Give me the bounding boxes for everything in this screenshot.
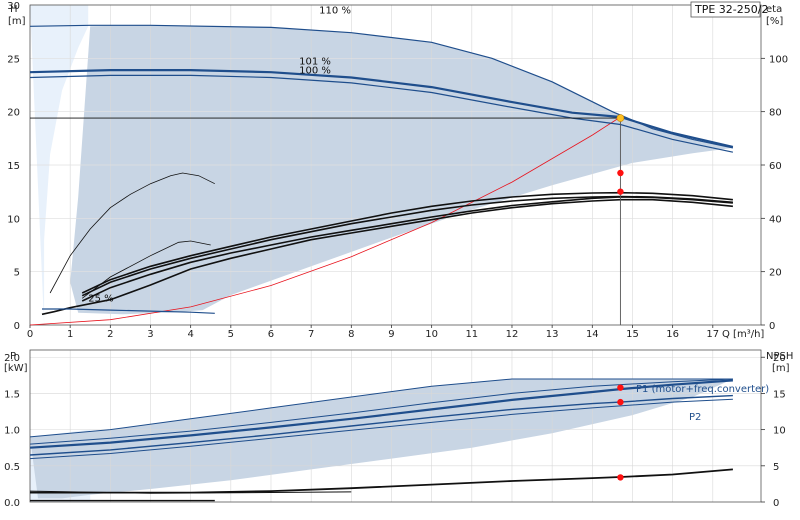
tick-left-0: 0 (14, 321, 20, 332)
tick-p-0.5: 0.5 (4, 462, 20, 473)
model-box (690, 1, 761, 18)
eta-duty-marker-0 (617, 169, 624, 177)
tick-left-10: 10 (7, 214, 20, 225)
curve-label-1: 101 % (299, 57, 331, 68)
area-operating (70, 25, 733, 315)
tick-x-17: 17 (706, 329, 719, 340)
bottom-curve-NPSH (30, 468, 733, 494)
tick-left-15: 15 (7, 161, 20, 172)
head-curve-operating-speed-head (29, 68, 734, 148)
tick-right-80: 80 (769, 108, 782, 119)
axis-name-p: P (10, 351, 16, 362)
tick-left-25: 25 (7, 54, 20, 65)
tick-right-60: 60 (769, 161, 782, 172)
tick-x-16: 16 (666, 329, 679, 340)
head-curve-nominal-head (29, 74, 734, 153)
axis-unit-eta: [%] (766, 16, 783, 27)
head-efficiency-panel: 110 %101 %100 %25 %051015202530020406080… (7, 1, 788, 340)
tick-x-4: 4 (187, 329, 193, 340)
model-label: TPE 32-250/2 (694, 3, 768, 16)
axis-name-h: H (10, 4, 18, 15)
tick-x-3: 3 (147, 329, 153, 340)
eta-duty-marker-1 (617, 188, 624, 195)
tick-right-100: 100 (769, 54, 788, 65)
eta-curve-0 (49, 172, 215, 294)
tick-x-5: 5 (228, 329, 234, 340)
curve-label-3: 25 % (88, 294, 113, 305)
axis-name-q: Q [m³/h] (722, 329, 764, 340)
eta-curve-4 (41, 198, 733, 316)
tick-x-8: 8 (348, 329, 354, 340)
axis-unit-h: [m] (8, 16, 26, 27)
head-curve-min-speed-head (42, 308, 215, 314)
tick-left-5: 5 (14, 268, 20, 279)
curve-label-0: 110 % (319, 6, 351, 17)
tick-npsh-20: 20 (773, 353, 786, 364)
bottom-curve-P2 (29, 394, 733, 456)
tick-x-9: 9 (388, 329, 394, 340)
tick-p-1.5: 1.5 (4, 389, 20, 400)
tick-x-11: 11 (465, 329, 478, 340)
tick-right-0: 0 (769, 321, 775, 332)
axis-name-npsh: NPSH (766, 351, 793, 362)
tick-p-2: 2.0 (4, 353, 20, 364)
tick-left-30: 30 (7, 1, 20, 12)
tick-x-6: 6 (268, 329, 274, 340)
system-curve (29, 116, 621, 326)
tick-right-20: 20 (769, 268, 782, 279)
power-duty-marker-2 (617, 474, 624, 481)
eta-curve-1 (81, 240, 211, 299)
tick-x-0: 0 (27, 329, 33, 340)
tick-npsh-10: 10 (773, 426, 786, 437)
curve-label-2: 100 % (299, 65, 331, 76)
bottom-curve-P1-thin (29, 378, 733, 445)
head-curve-max-speed-head (29, 24, 734, 149)
power-npsh-panel: P1 (motor+freq.converter) P2 0.0 0.5 1.0 1.5 2… (4, 349, 793, 509)
tick-left-20: 20 (7, 108, 20, 119)
axis-unit-npsh: [m] (772, 363, 790, 374)
area-light (30, 5, 89, 325)
tick-x-13: 13 (546, 329, 559, 340)
tick-right-40: 40 (769, 214, 782, 225)
power-duty-marker-1 (617, 398, 624, 406)
plot-frame-bottom (29, 349, 762, 503)
axis-unit-p: [kW] (4, 363, 28, 374)
tick-npsh-0: 0 (773, 498, 779, 509)
tick-npsh-5: 5 (773, 462, 779, 473)
bottom-curve-P2-thin (29, 398, 733, 460)
duty-point-marker (616, 114, 625, 122)
eta-curve-2 (81, 191, 733, 294)
bottom-curve-P1 (29, 379, 733, 449)
tick-p-1: 1.0 (4, 426, 20, 437)
tick-npsh-15: 15 (773, 389, 786, 400)
series-label-p1: P1 (motor+freq.converter) (636, 384, 769, 395)
axis-name-eta: eta (766, 4, 782, 15)
tick-x-1: 1 (67, 329, 73, 340)
tick-x-10: 10 (425, 329, 438, 340)
tick-x-14: 14 (586, 329, 599, 340)
eta-curve-5 (81, 196, 733, 302)
tick-x-12: 12 (506, 329, 519, 340)
power-duty-marker-0 (617, 384, 624, 391)
tick-x-15: 15 (626, 329, 639, 340)
bottom-curve-low (29, 490, 352, 494)
tick-x-2: 2 (107, 329, 113, 340)
tick-x-7: 7 (308, 329, 314, 340)
tick-p-0: 0.0 (4, 498, 20, 509)
series-label-p2: P2 (689, 412, 701, 423)
bottom-curve-P1-max (29, 378, 733, 438)
area-operating-bottom (30, 379, 733, 499)
